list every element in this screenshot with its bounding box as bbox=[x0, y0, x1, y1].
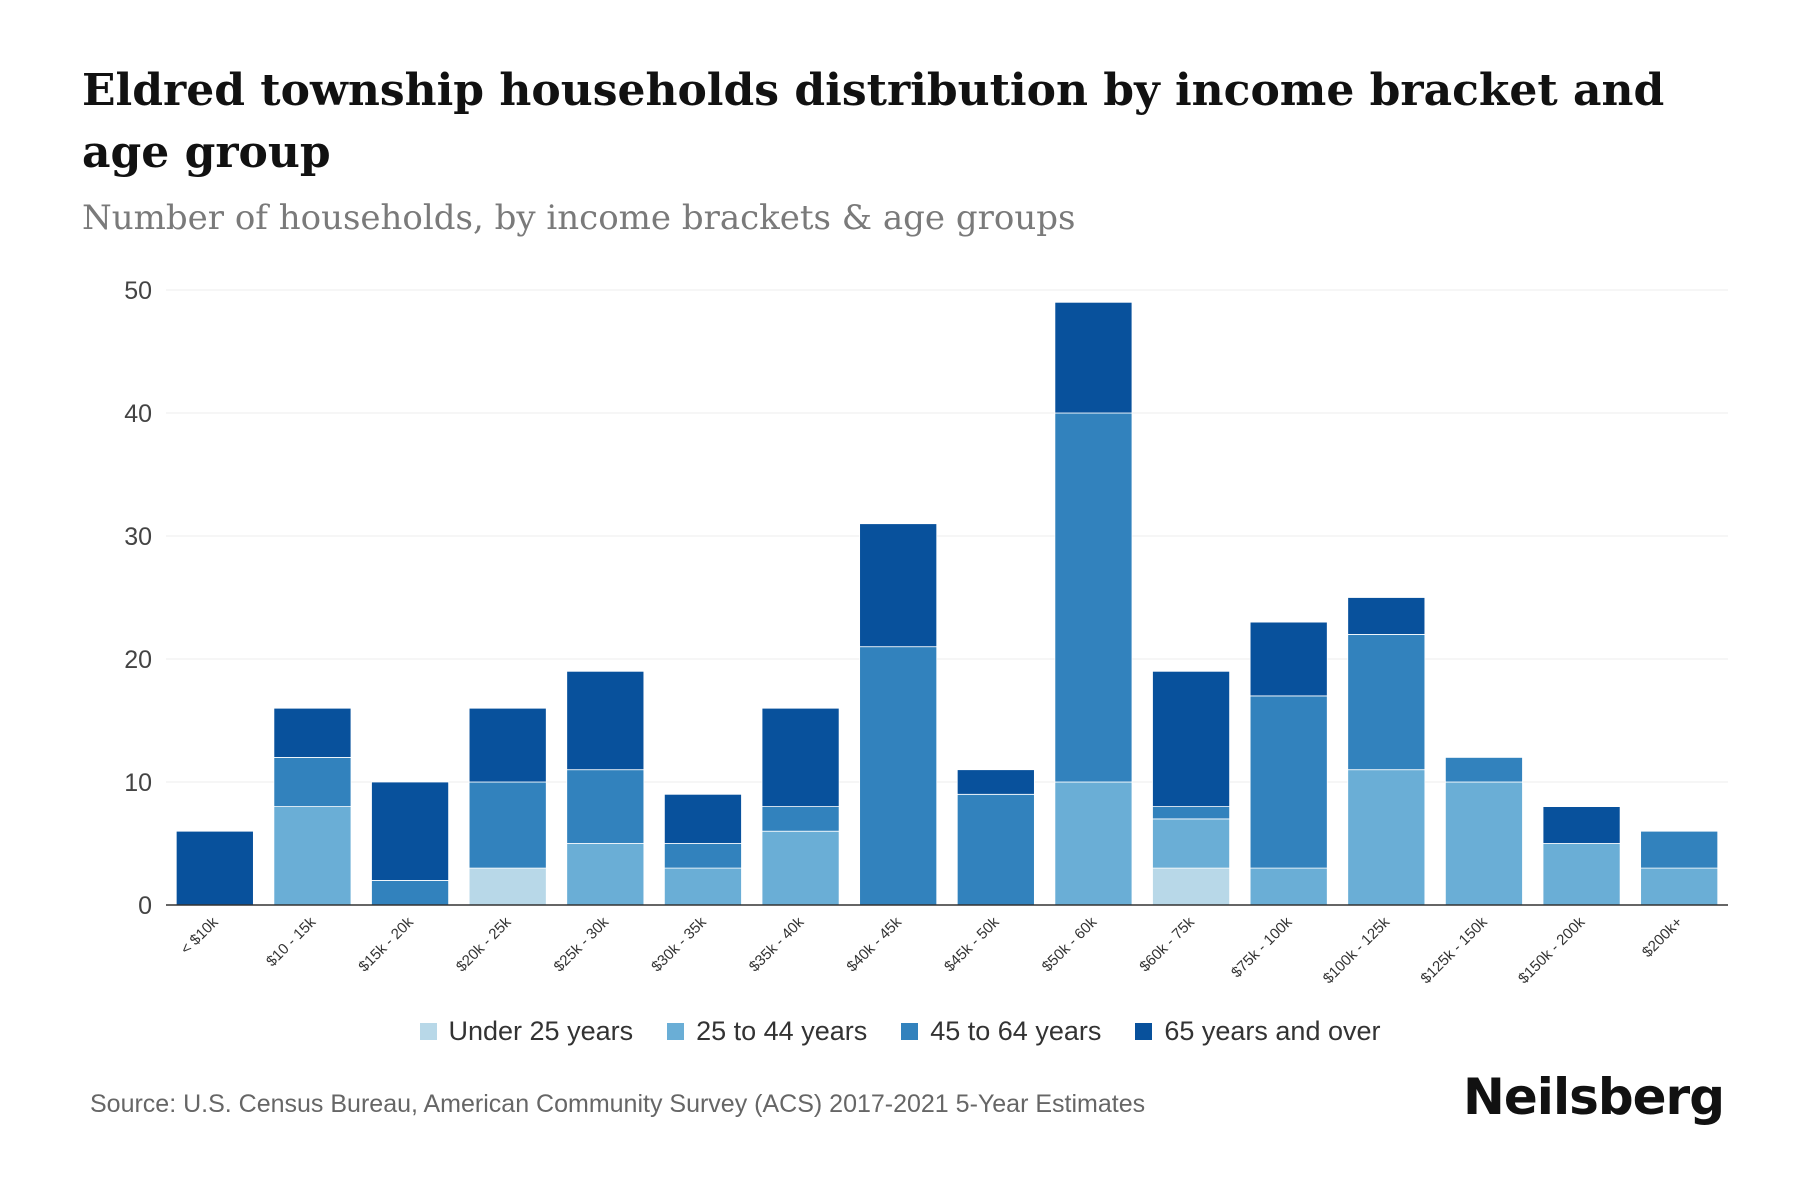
legend-label: 65 years and over bbox=[1164, 1016, 1381, 1046]
bar-segment bbox=[1054, 301, 1133, 414]
bar-segment bbox=[1444, 757, 1523, 783]
bar-segment bbox=[1347, 769, 1426, 906]
bar-segment bbox=[566, 670, 645, 771]
legend-label: 45 to 64 years bbox=[930, 1016, 1102, 1046]
bar-segment bbox=[371, 781, 450, 881]
bar-segment bbox=[1152, 818, 1231, 869]
bar-segment bbox=[956, 769, 1035, 795]
bar-segment bbox=[1640, 867, 1719, 906]
chart-legend: Under 25 years 25 to 44 years 45 to 64 yea… bbox=[0, 1016, 1800, 1047]
legend-item: 45 to 64 years bbox=[901, 1016, 1101, 1047]
legend-swatch bbox=[1135, 1023, 1153, 1040]
x-tick-label: $60k - 75k bbox=[1136, 913, 1198, 975]
bar-segment bbox=[859, 523, 938, 648]
x-tick-label: $50k - 60k bbox=[1039, 913, 1101, 975]
x-tick-label: $20k - 25k bbox=[453, 913, 515, 975]
bar-segment bbox=[761, 806, 840, 832]
x-tick-label: $35k - 40k bbox=[746, 913, 808, 975]
bar-segment bbox=[371, 880, 450, 906]
bar-segment bbox=[859, 646, 938, 906]
bar-segment bbox=[468, 707, 547, 783]
bar-segment bbox=[1054, 412, 1133, 783]
y-tick-label: 20 bbox=[124, 646, 152, 674]
x-tick-label: $75k - 100k bbox=[1228, 913, 1296, 981]
brand-logo: Neilsberg bbox=[1463, 1068, 1725, 1126]
x-tick-label: $15k - 20k bbox=[355, 913, 417, 975]
legend-item: 25 to 44 years bbox=[667, 1016, 867, 1047]
legend-item: Under 25 years bbox=[419, 1016, 634, 1047]
bar-segment bbox=[566, 769, 645, 844]
bar-segment bbox=[663, 843, 742, 869]
bar-segment bbox=[1249, 621, 1328, 697]
bar-segment bbox=[273, 806, 352, 906]
bar-segment bbox=[761, 830, 840, 906]
y-tick-label: 30 bbox=[124, 523, 152, 551]
bar-segment bbox=[761, 707, 840, 808]
x-tick-label: < $10k bbox=[177, 913, 222, 958]
bar-segment bbox=[468, 867, 547, 906]
bar-segment bbox=[1249, 695, 1328, 869]
bar-segment bbox=[663, 793, 742, 844]
legend-label: Under 25 years bbox=[448, 1016, 634, 1046]
bar-segment bbox=[1152, 867, 1231, 906]
chart-subtitle: Number of households, by income brackets… bbox=[82, 198, 1076, 238]
bar-segment bbox=[468, 781, 547, 869]
x-tick-label: $40k - 45k bbox=[843, 913, 905, 975]
y-tick-label: 0 bbox=[138, 892, 152, 920]
x-tick-label: $200k+ bbox=[1639, 914, 1686, 961]
bar-segment bbox=[663, 867, 742, 906]
bar-segment bbox=[273, 757, 352, 808]
x-tick-label: $45k - 50k bbox=[941, 913, 1003, 975]
bar-segment bbox=[1152, 670, 1231, 807]
bar-segment bbox=[1444, 781, 1523, 906]
x-tick-label: $125k - 150k bbox=[1417, 913, 1491, 987]
x-tick-label: $150k - 200k bbox=[1515, 913, 1589, 987]
legend-swatch bbox=[419, 1023, 437, 1040]
y-tick-label: 40 bbox=[124, 400, 152, 428]
bar-segment bbox=[1347, 634, 1426, 771]
y-tick-label: 10 bbox=[124, 769, 152, 797]
x-tick-label: $100k - 125k bbox=[1320, 913, 1394, 987]
bar-segment bbox=[566, 843, 645, 906]
x-tick-label: $10 - 15k bbox=[263, 913, 320, 970]
stacked-bar-chart: 0 10 20 30 40 50 < $10k $10 - 15k $15k - 20k $20k… bbox=[124, 277, 1728, 987]
bar-segment bbox=[1152, 806, 1231, 820]
bar-segment bbox=[1640, 830, 1719, 869]
bar-segment bbox=[1542, 806, 1621, 844]
bar-segment bbox=[175, 830, 254, 906]
bar-segment bbox=[956, 793, 1035, 906]
legend-swatch bbox=[667, 1023, 685, 1040]
bar-segment bbox=[1542, 843, 1621, 906]
chart-title: Eldred township households distribution … bbox=[82, 65, 1665, 178]
legend-swatch bbox=[901, 1023, 919, 1040]
bar-segment bbox=[1249, 867, 1328, 906]
legend-item: 65 years and over bbox=[1135, 1016, 1381, 1047]
bar-segment bbox=[1347, 597, 1426, 635]
y-tick-label: 50 bbox=[124, 277, 152, 305]
x-tick-label: $25k - 30k bbox=[551, 913, 613, 975]
bar-segment bbox=[273, 707, 352, 758]
source-note: Source: U.S. Census Bureau, American Com… bbox=[90, 1090, 1146, 1118]
x-tick-label: $30k - 35k bbox=[648, 913, 710, 975]
legend-label: 25 to 44 years bbox=[696, 1016, 868, 1046]
bar-segment bbox=[1054, 781, 1133, 906]
